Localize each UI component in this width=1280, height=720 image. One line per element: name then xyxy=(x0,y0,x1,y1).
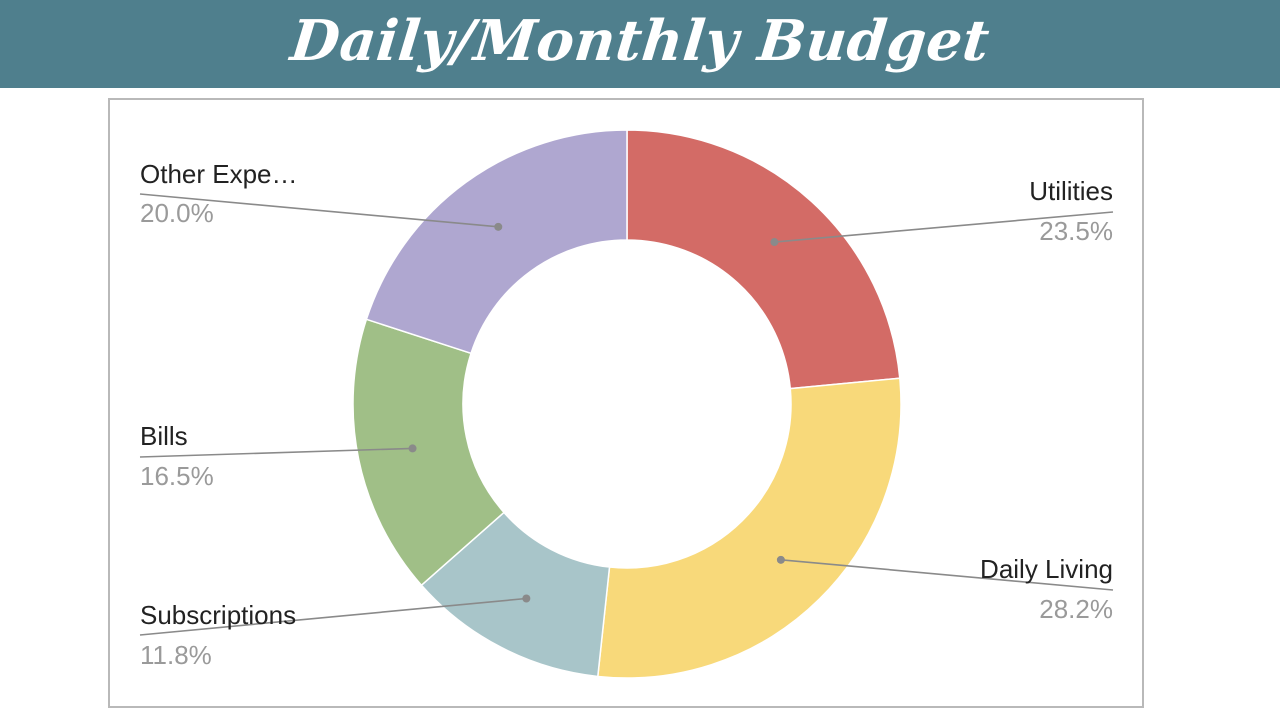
slice-label: Other Expe… xyxy=(140,159,298,189)
callout-dot xyxy=(770,238,779,247)
callout-line xyxy=(139,447,413,458)
title-banner: Daily/Monthly Budget xyxy=(0,0,1280,88)
callout-dot xyxy=(522,594,531,603)
callout-dot xyxy=(494,222,503,231)
slice-percent: 11.8% xyxy=(140,640,212,670)
donut-slices xyxy=(352,129,902,679)
slice-percent: 28.2% xyxy=(1039,594,1113,624)
slice-percent: 20.0% xyxy=(140,198,214,228)
callout-dot xyxy=(776,555,785,564)
slice-label: Daily Living xyxy=(980,554,1113,584)
slice-label: Bills xyxy=(140,421,188,451)
callout-line xyxy=(139,193,499,228)
slice-percent: 23.5% xyxy=(1039,216,1113,246)
slice-label: Subscriptions xyxy=(140,600,296,630)
slice-utilities[interactable] xyxy=(626,129,901,390)
callout-line xyxy=(780,559,1114,591)
callout-dot xyxy=(408,444,417,453)
slice-bills[interactable] xyxy=(352,318,506,587)
slice-other-expe[interactable] xyxy=(365,129,628,355)
slice-daily-living[interactable] xyxy=(596,377,902,679)
callout-line xyxy=(139,597,527,636)
slice-callouts: Utilities 23.5% Daily Living 28.2% Subscript… xyxy=(139,159,1114,670)
slice-label: Utilities xyxy=(1029,176,1113,206)
slice-percent: 16.5% xyxy=(140,461,214,491)
callout-line xyxy=(774,211,1114,243)
